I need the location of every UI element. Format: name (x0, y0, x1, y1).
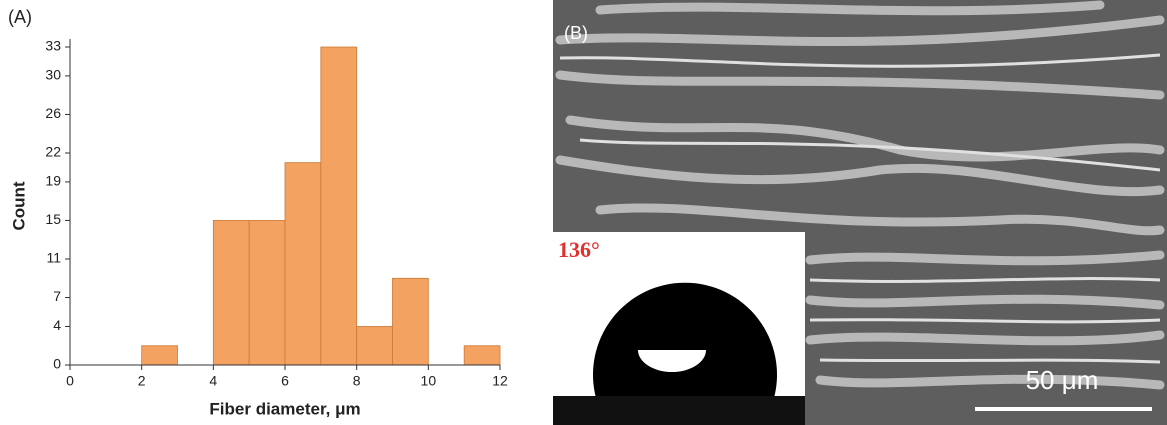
panel-label: (B) (564, 23, 588, 43)
x-tick-label: 4 (209, 373, 217, 389)
y-tick-label: 19 (45, 173, 61, 189)
x-tick-label: 10 (421, 373, 437, 389)
x-tick-label: 2 (138, 373, 146, 389)
y-tick-label: 11 (46, 250, 61, 266)
y-tick-label: 33 (45, 38, 61, 54)
reflection-cut (638, 328, 706, 350)
bar (357, 326, 393, 365)
figure: 50 μm (B) 136° (A) Fiber diameter, μm Co… (0, 0, 1167, 425)
bar (285, 163, 321, 365)
x-tick-label: 0 (66, 373, 74, 389)
x-tick-label: 8 (353, 373, 361, 389)
y-tick-label: 26 (45, 105, 61, 121)
x-tick-label: 6 (281, 373, 289, 389)
y-tick-label: 30 (45, 67, 61, 83)
contact-angle: 136° (558, 237, 600, 262)
bar (393, 278, 429, 365)
y-tick-label: 0 (53, 356, 61, 372)
bar (142, 346, 178, 365)
y-axis-label: Count (9, 181, 28, 230)
bar (464, 346, 500, 365)
y-tick-label: 7 (53, 288, 61, 304)
bar (249, 220, 285, 365)
x-axis-label: Fiber diameter, μm (209, 399, 360, 418)
y-tick-label: 22 (45, 144, 61, 160)
sem-image: 50 μm (B) 136° (553, 0, 1167, 425)
y-tick-label: 4 (53, 317, 61, 333)
bar (213, 220, 249, 365)
y-tick-label: 15 (45, 211, 61, 227)
bar (321, 47, 357, 365)
plot: 0 4 7 11 15 19 22 26 30 33 0 2 4 6 8 10 12 (45, 38, 508, 389)
substrate (553, 396, 805, 425)
x-tick-label: 12 (492, 373, 508, 389)
panel-label: (A) (8, 7, 32, 27)
scale-bar-label: 50 μm (1026, 365, 1099, 395)
